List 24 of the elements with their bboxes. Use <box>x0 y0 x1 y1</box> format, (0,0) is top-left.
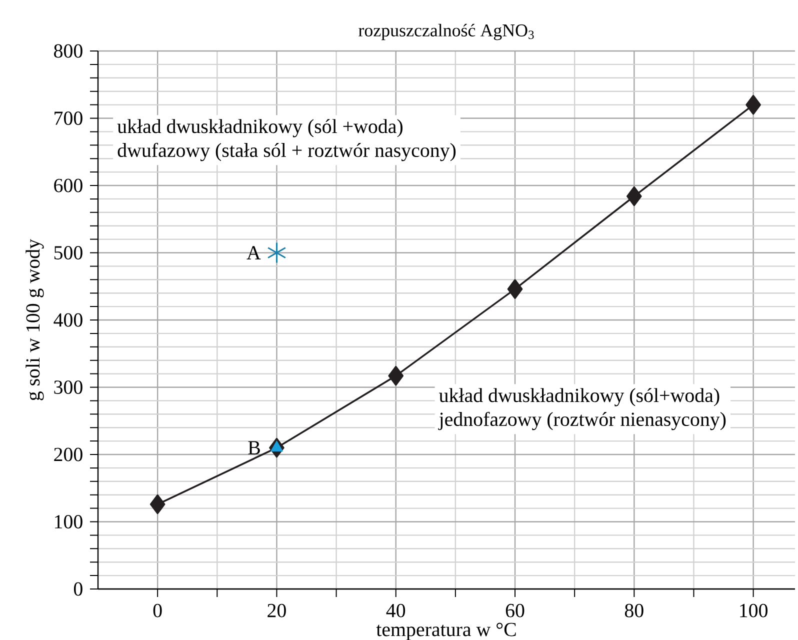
x-tick-label: 100 <box>740 604 768 618</box>
annotation: B <box>248 441 260 454</box>
y-tick-label: 400 <box>54 313 82 327</box>
y-tick-label: 500 <box>54 246 82 260</box>
x-axis-title: temperatura w °C <box>376 622 516 640</box>
chart-title: rozpuszczalność AgNO$_{3}$ <box>358 24 534 40</box>
x-tick-label: 40 <box>386 604 406 618</box>
annotation: układ dwuskładnikowy (sól +woda) <box>117 119 402 138</box>
annotation: jednofazowy (roztwór nienasycony) <box>438 412 726 430</box>
x-tick-label: 0 <box>153 604 162 618</box>
annotation: dwufazowy (stała sól + roztwór nasycony) <box>118 142 456 162</box>
x-tick-label: 20 <box>268 604 286 618</box>
x-tick-label: 80 <box>624 604 644 618</box>
y-axis-title: g soli w 100 g wody <box>26 239 44 400</box>
y-tick-label: 100 <box>55 515 82 528</box>
y-tick-label: 700 <box>54 112 82 125</box>
annotation: układ dwuskładnikowy (sól+woda) <box>439 388 720 406</box>
y-tick-label: 200 <box>54 448 82 462</box>
x-tick-label: 60 <box>506 604 524 618</box>
y-tick-label: 800 <box>54 44 82 58</box>
annotation: A <box>246 246 261 260</box>
y-tick-label: 300 <box>54 380 82 394</box>
y-tick-label: 0 <box>74 582 82 596</box>
y-tick-label: 600 <box>54 178 82 192</box>
